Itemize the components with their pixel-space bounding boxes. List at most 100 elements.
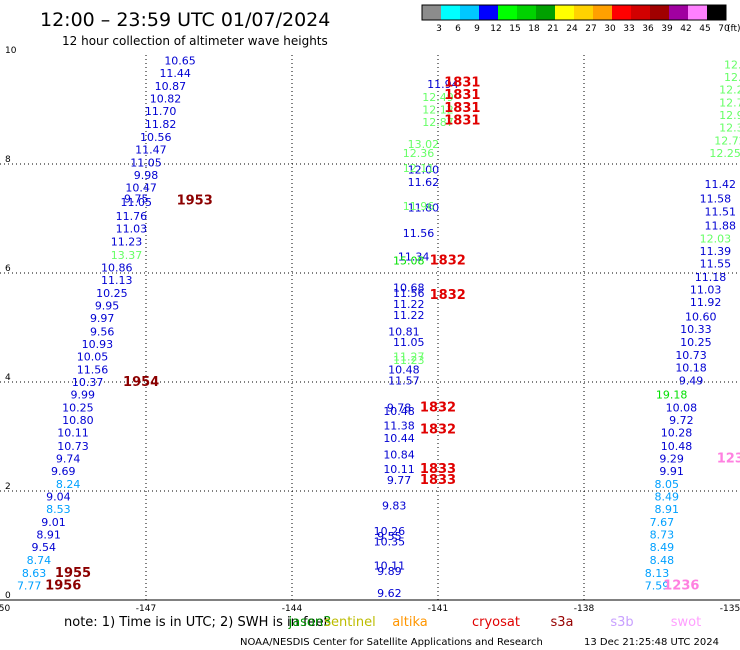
wave-height-label: 11.76: [116, 210, 148, 223]
legend-item-altika: altika: [392, 615, 428, 630]
colorbar-label: 15: [509, 24, 520, 34]
wave-height-label: 8.49: [650, 541, 675, 554]
wave-height-label: 9.89: [377, 565, 402, 578]
wave-height-label: 10.05: [77, 350, 109, 363]
wave-height-label: 9.49: [679, 374, 704, 387]
wave-height-label: 11.39: [700, 245, 732, 258]
colorbar-swatch: [536, 5, 555, 20]
wave-height-label: 11.56: [77, 363, 109, 376]
wave-height-label: 8.74: [27, 554, 52, 567]
colorbar-label: 3: [436, 24, 442, 34]
wave-height-label: 11.27: [393, 350, 425, 363]
wave-height-label: 11.58: [700, 192, 732, 205]
wave-height-label: 10.26: [374, 525, 406, 538]
wave-height-label: 10.84: [383, 448, 415, 461]
colorbar-swatch: [422, 5, 441, 20]
colorbar-swatch: [460, 5, 479, 20]
wave-height-label: 10.81: [388, 325, 420, 338]
time-label: 1833: [420, 473, 456, 488]
wave-height-label: 10.11: [374, 560, 406, 573]
data-points: 10.6511.4410.8710.8211.7011.8210.5611.47…: [17, 54, 740, 599]
y-tick-label: 4: [5, 373, 11, 383]
x-tick-label: -141: [428, 604, 448, 614]
colorbar-legend: 3 6 9 12 15 18 21 24 27 30 33 36 39 42 45 70(ft): [421, 4, 740, 34]
wave-height-label: 10.11: [57, 427, 89, 440]
colorbar-label: 21: [547, 24, 558, 34]
wave-height-label: 9.01: [41, 516, 66, 529]
wave-height-label: 12.03: [700, 233, 732, 246]
wave-height-label: 13.02: [408, 138, 440, 151]
wave-height-label: 11.92: [690, 296, 722, 309]
wave-height-label: 10.65: [164, 54, 196, 67]
wave-height-label: 11.57: [388, 374, 420, 387]
wave-height-label: 8.91: [654, 503, 679, 516]
wave-height-label: 9.04: [46, 490, 71, 503]
wave-height-label: 11.42: [705, 178, 737, 191]
wave-height-label: 9.54: [32, 541, 57, 554]
x-tick-label: -135: [720, 604, 740, 614]
time-label: 1956: [45, 578, 81, 593]
wave-height-label: 10.11: [383, 463, 415, 476]
wave-height-label: 19.18: [656, 389, 688, 402]
wave-height-label: 11.47: [135, 143, 167, 156]
wave-height-label: 11.44: [159, 67, 191, 80]
wave-height-label: 12.32: [719, 121, 740, 134]
footer-note: note: 1) Time is in UTC; 2) SWH is in fe…: [64, 615, 329, 630]
wave-height-label: 12.36: [403, 147, 435, 160]
grid-lines: [0, 55, 740, 600]
wave-height-label: 11.34: [398, 251, 430, 264]
wave-height-label: 10.25: [96, 287, 128, 300]
wave-height-label: 10.80: [62, 414, 94, 427]
wave-height-label: 9.78: [387, 402, 412, 415]
colorbar-label: 70: [718, 24, 730, 34]
footer-timestamp: 13 Dec 21:25:48 UTC 2024: [584, 637, 719, 648]
wave-height-label: 9.69: [51, 465, 76, 478]
wave-height-label: 11.23: [393, 354, 425, 367]
colorbar-label: 30: [604, 24, 616, 34]
legend-item-jason3: jason3: [288, 615, 332, 630]
wave-height-label: 11.88: [705, 220, 737, 233]
wave-height-label: 12.12: [422, 104, 454, 117]
wave-height-label: 9.98: [134, 169, 159, 182]
wave-height-label: 10.73: [675, 349, 707, 362]
wave-height-label: 7.77: [17, 579, 42, 592]
time-label: 1955: [55, 566, 91, 581]
chart-subtitle: 12 hour collection of altimeter wave hei…: [62, 34, 328, 48]
wave-height-label: 11.23: [111, 235, 143, 248]
wave-height-label: 10.48: [661, 440, 693, 453]
wave-height-label: 9.83: [382, 500, 407, 513]
wave-height-label: 12.49: [422, 91, 454, 104]
wave-height-label: 9.29: [659, 452, 684, 465]
colorbar-label: 18: [528, 24, 540, 34]
colorbar-swatch: [441, 5, 460, 20]
wave-height-label: 12.72: [714, 135, 740, 148]
axis-ticks: -150 -147 -144 -141 -138 -135 0 2 4 6 8 10: [0, 46, 740, 614]
x-tick-label: -147: [136, 604, 156, 614]
wave-height-label: 10.18: [675, 361, 707, 374]
wave-height-label: 11.56: [403, 227, 435, 240]
wave-height-label: 11.96: [403, 200, 435, 213]
wave-height-label: 11.18: [695, 271, 727, 284]
wave-height-label: 12.11: [403, 162, 435, 175]
chart-title: 12:00 – 23:59 UTC 01/07/2024: [40, 9, 330, 31]
wave-height-label: 10.47: [125, 181, 157, 194]
wave-height-label: 12.99: [719, 109, 740, 122]
wave-height-label: 12.87: [422, 116, 454, 129]
wave-height-label: 11.22: [393, 298, 425, 311]
wave-height-label: 11.80: [408, 202, 440, 215]
wave-height-label: 9.56: [90, 325, 115, 338]
time-label: 1832: [420, 401, 456, 416]
wave-height-label: 12.29: [719, 83, 740, 96]
wave-height-label: 11.13: [101, 274, 133, 287]
colorbar-label: 24: [566, 24, 578, 34]
wave-height-label: 9.95: [95, 300, 120, 313]
wave-height-label: 10.48: [388, 363, 420, 376]
wave-height-label: 15.08: [393, 254, 425, 267]
colorbar-swatch: [593, 5, 612, 20]
wave-height-label: 10.82: [150, 93, 182, 106]
x-tick-label: -144: [282, 604, 303, 614]
wave-height-label: 10.48: [383, 405, 415, 418]
y-tick-label: 0: [5, 591, 11, 601]
wave-height-label: 11.55: [700, 258, 732, 271]
